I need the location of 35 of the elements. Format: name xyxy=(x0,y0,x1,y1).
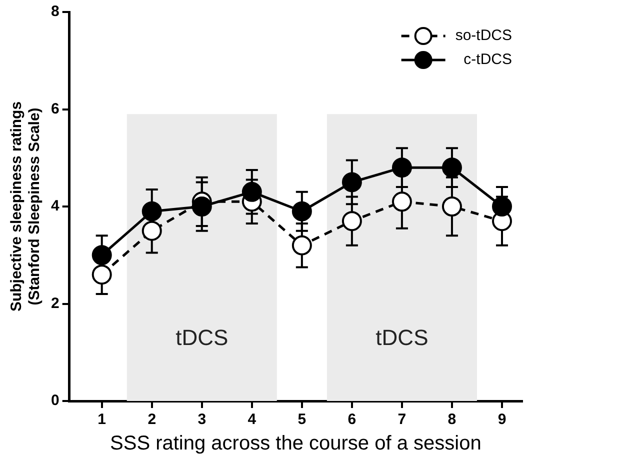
point xyxy=(92,264,112,285)
point xyxy=(142,220,162,241)
point xyxy=(92,245,112,266)
point xyxy=(292,201,312,222)
point xyxy=(392,192,412,212)
x-tick-label: 7 xyxy=(398,411,406,428)
y-tick-label: 6 xyxy=(51,100,60,118)
x-axis-title: SSS rating across the course of a session xyxy=(110,432,482,455)
point xyxy=(342,172,362,192)
y-tick-label: 2 xyxy=(51,294,60,312)
y-tick-label: 0 xyxy=(51,392,60,410)
x-tick-label: 1 xyxy=(98,411,106,428)
point xyxy=(442,158,462,178)
x-tick-label: 2 xyxy=(148,411,156,428)
y-axis-title: Subjective sleepiness ratings (Stanford Sleepiness Scale) xyxy=(8,101,44,312)
x-tick-label: 9 xyxy=(498,411,506,428)
y-tick-label: 8 xyxy=(51,3,60,20)
x-tick-label: 5 xyxy=(298,411,306,428)
point xyxy=(342,211,362,232)
point xyxy=(292,235,312,256)
y-tick-label: 4 xyxy=(51,198,60,215)
x-tick-label: 8 xyxy=(448,411,456,428)
point xyxy=(242,182,262,202)
band-label: tDCS xyxy=(176,325,228,350)
x-tick-label: 6 xyxy=(348,411,356,428)
point xyxy=(442,196,462,216)
point xyxy=(142,201,162,222)
x-tick-label: 3 xyxy=(198,411,206,428)
point xyxy=(492,196,512,216)
legend-label: so-tDCS xyxy=(455,27,512,44)
point xyxy=(392,158,412,178)
legend-label: c-tDCS xyxy=(464,51,512,68)
x-tick-label: 4 xyxy=(248,411,257,428)
point xyxy=(192,196,212,216)
band-label: tDCS xyxy=(376,325,428,350)
